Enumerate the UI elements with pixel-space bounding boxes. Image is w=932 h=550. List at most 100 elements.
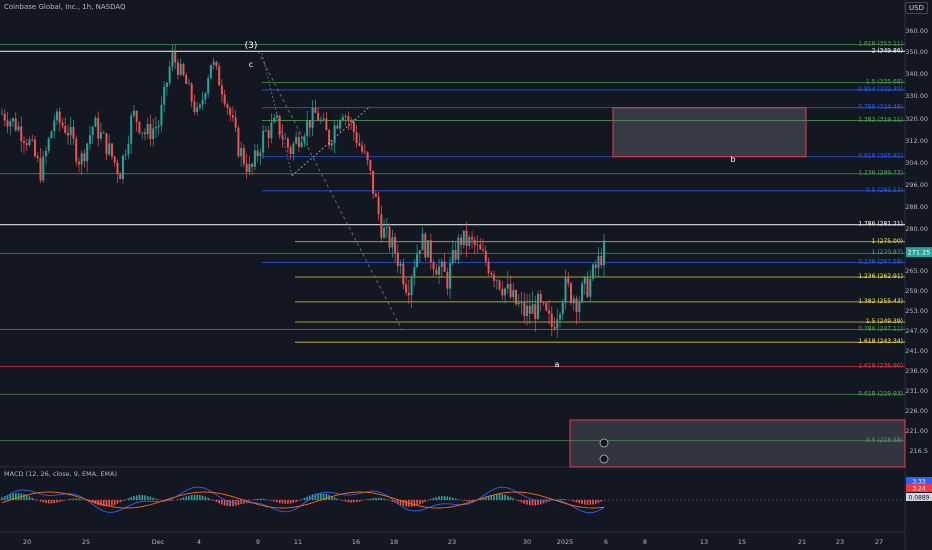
macd-histogram-bar (177, 499, 179, 500)
candle-body (132, 110, 135, 116)
macd-histogram-bar (353, 500, 355, 503)
candle-body (25, 143, 28, 146)
macd-histogram-bar (111, 500, 113, 506)
macd-histogram-bar (45, 500, 47, 504)
macd-histogram-bar (270, 500, 273, 501)
macd-histogram-bar (6, 494, 9, 500)
wave-label: (3) (245, 41, 258, 51)
candle-body (270, 122, 273, 139)
candle-body (9, 121, 12, 127)
macd-histogram-bar (47, 500, 50, 504)
macd-histogram-bar (534, 500, 537, 506)
macd-histogram-bar (292, 500, 295, 503)
macd-value-label: 3.33 (912, 479, 926, 486)
macd-histogram-bar (342, 500, 344, 501)
macd-histogram-bar (12, 493, 14, 500)
macd-histogram-bar (102, 500, 105, 507)
fib-level-label: 0.618 (229.93) (858, 390, 903, 397)
macd-histogram-bar (322, 493, 325, 500)
candle-body (347, 116, 350, 121)
candle-body (14, 118, 17, 131)
macd-histogram-bar (116, 500, 119, 504)
candle-body (267, 130, 270, 139)
macd-histogram-bar (592, 500, 594, 505)
candle-body (341, 116, 344, 121)
candle-body (328, 130, 331, 146)
macd-histogram-bar (262, 498, 264, 500)
macd-histogram-bar (528, 500, 531, 506)
macd-histogram-bar (600, 500, 603, 502)
candle-body (564, 276, 567, 303)
candle-body (22, 141, 25, 144)
candle-body (152, 128, 155, 140)
macd-histogram-bar (223, 500, 226, 506)
candle-body (589, 278, 592, 297)
candle-body (127, 143, 130, 155)
candle-body (330, 142, 333, 146)
macd-histogram-bar (405, 500, 407, 507)
fib-level-label: 1.618 (353.11) (858, 40, 903, 47)
candle-body (190, 83, 193, 102)
candle-body (66, 132, 69, 136)
macd-histogram-bar (144, 495, 146, 500)
macd-histogram-bar (344, 500, 347, 502)
candle-body (424, 233, 427, 258)
candle-body (198, 104, 201, 108)
y-tick-label: 340.00 (905, 70, 928, 78)
candle-body (449, 263, 452, 289)
macd-histogram-bar (28, 496, 31, 500)
candle-body (361, 145, 364, 152)
macd-histogram-bar (138, 495, 141, 500)
macd-histogram-bar (479, 499, 482, 500)
macd-histogram-bar (182, 497, 185, 500)
candle-body (493, 274, 496, 281)
fib-level-label: 1.236 (299.73) (858, 170, 903, 177)
candle-body (185, 75, 188, 84)
candle-body (396, 253, 399, 266)
candle-body (509, 283, 512, 298)
candle-body (108, 143, 111, 155)
candle-body (325, 118, 328, 131)
macd-histogram-bar (501, 494, 504, 500)
candle-body (110, 143, 113, 157)
candle-body (435, 269, 438, 275)
candle-body (600, 255, 603, 266)
x-tick-label: 4 (197, 538, 201, 546)
macd-histogram-bar (78, 498, 80, 500)
candle-body (451, 249, 454, 264)
candle-body (407, 292, 410, 296)
candle-body (91, 126, 94, 136)
candle-body (273, 117, 276, 123)
currency-badge[interactable]: USD (905, 2, 928, 14)
candle-body (234, 117, 237, 128)
candle-body (311, 107, 314, 128)
y-tick-label: 265.00 (905, 267, 928, 275)
candle-body (427, 240, 430, 258)
candle-body (369, 160, 372, 171)
candle-body (182, 64, 185, 76)
candle-body (306, 120, 309, 137)
candle-body (490, 272, 493, 275)
macd-histogram-bar (542, 500, 545, 504)
candle-body (446, 271, 449, 289)
macd-histogram-bar (243, 500, 245, 503)
y-tick-label: 312.00 (905, 137, 928, 145)
candle-body (550, 313, 553, 328)
macd-histogram-bar (539, 500, 542, 505)
candle-body (102, 132, 105, 134)
macd-histogram-bar (416, 500, 418, 506)
macd-histogram-bar (168, 500, 171, 501)
candle-body (300, 142, 303, 147)
y-tick-label: 216.5 (909, 447, 928, 455)
x-tick-label: 20 (23, 538, 31, 546)
candle-body (174, 51, 177, 63)
x-tick-label: 9 (256, 538, 260, 546)
macd-histogram-bar (375, 497, 377, 500)
macd-histogram-bar (97, 500, 100, 506)
macd-histogram-bar (155, 498, 157, 500)
macd-histogram-bar (314, 493, 317, 500)
macd-histogram-bar (56, 500, 58, 503)
macd-histogram-bar (550, 500, 553, 501)
candle-body (484, 250, 487, 262)
